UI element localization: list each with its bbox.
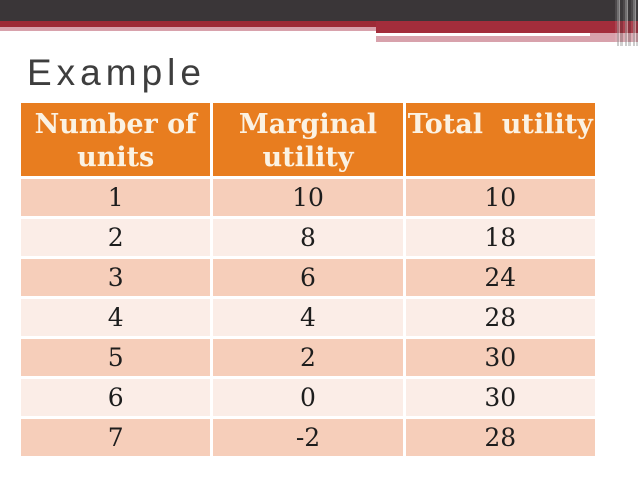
table-cell-r2-c1: 6 — [213, 259, 403, 296]
table-cell-r3-c1: 4 — [213, 299, 403, 336]
table-cell-r0-c1: 10 — [213, 179, 403, 216]
right-red-accent-bar — [376, 21, 638, 33]
table-cell-r5-c2: 30 — [405, 379, 595, 416]
utility-table: Number of units Marginal utility Total uti… — [21, 103, 595, 456]
table-header-cell-0: Number of units — [21, 103, 211, 176]
left-pink-accent-bar — [0, 27, 376, 31]
table-cell-r2-c0: 3 — [21, 259, 211, 296]
table-cell-r6-c1: -2 — [213, 419, 403, 456]
left-red-accent-bar — [0, 21, 376, 27]
table-cell-r1-c0: 2 — [21, 219, 211, 256]
table-cell-r4-c2: 30 — [405, 339, 595, 376]
top-bar-decoration — [0, 0, 638, 21]
right-pink-accent-bar — [376, 36, 638, 42]
right-pink-accent-corner — [590, 33, 638, 36]
table-cell-r5-c1: 0 — [213, 379, 403, 416]
table-cell-r4-c1: 2 — [213, 339, 403, 376]
table-cell-r6-c2: 28 — [405, 419, 595, 456]
table-cell-r2-c2: 24 — [405, 259, 595, 296]
table-cell-r0-c2: 10 — [405, 179, 595, 216]
table-cell-r5-c0: 6 — [21, 379, 211, 416]
table-cell-r4-c0: 5 — [21, 339, 211, 376]
corner-stripes-decoration — [615, 0, 638, 46]
table-cell-r0-c0: 1 — [21, 179, 211, 216]
table-cell-r6-c0: 7 — [21, 419, 211, 456]
slide-title: Example — [27, 52, 206, 93]
table-header-cell-2: Total utility — [405, 103, 595, 176]
table-cell-r3-c0: 4 — [21, 299, 211, 336]
table-cell-r3-c2: 28 — [405, 299, 595, 336]
table-cell-r1-c1: 8 — [213, 219, 403, 256]
table-header-cell-1: Marginal utility — [213, 103, 403, 176]
table-cell-r1-c2: 18 — [405, 219, 595, 256]
